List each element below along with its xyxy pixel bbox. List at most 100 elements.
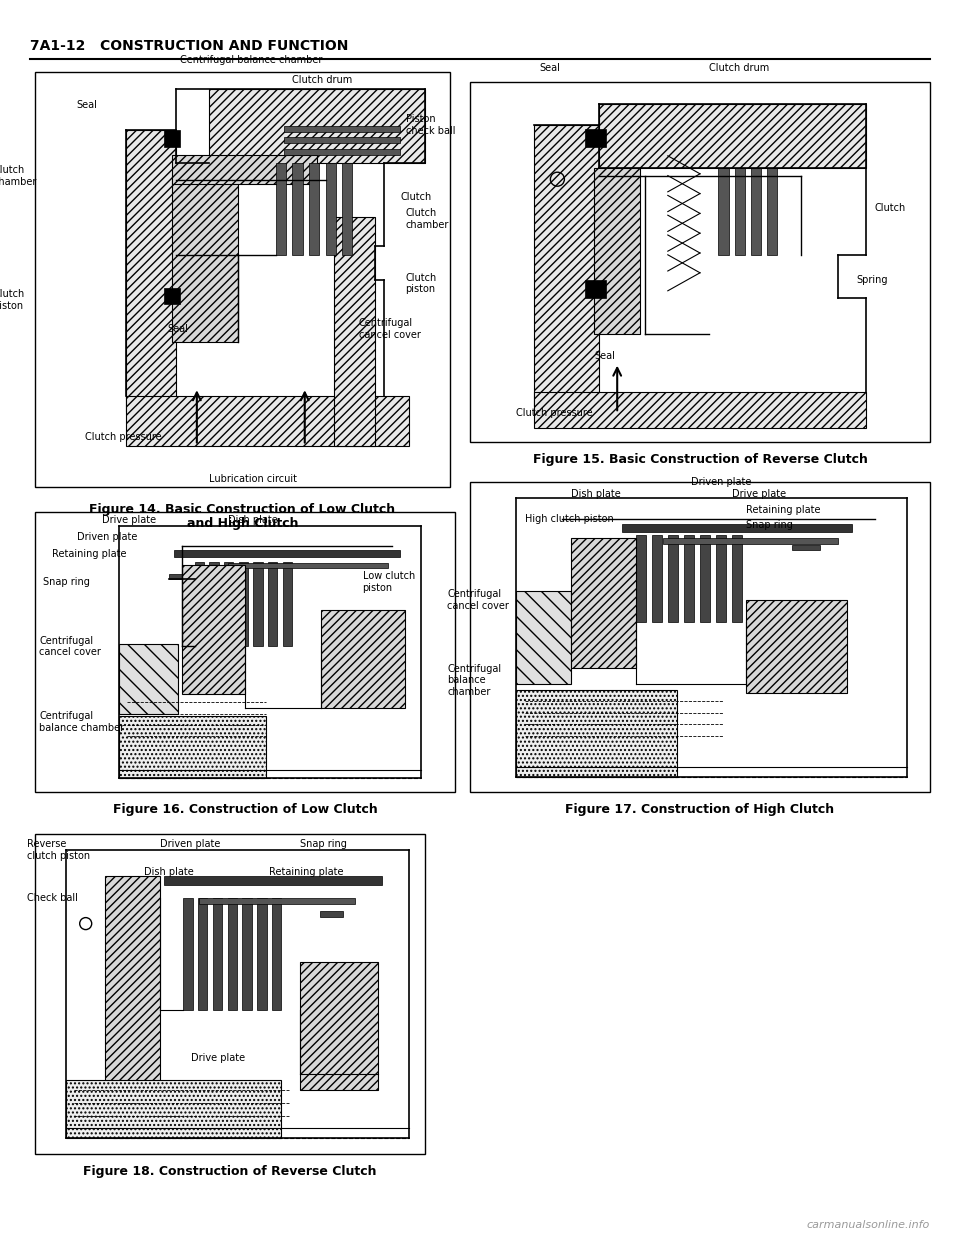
Bar <box>35 512 455 792</box>
Bar <box>127 396 409 446</box>
Text: Clutch drum: Clutch drum <box>292 76 352 86</box>
Bar <box>767 169 777 255</box>
Text: Retaining plate: Retaining plate <box>746 505 821 515</box>
Bar <box>751 169 760 255</box>
Text: Driven plate: Driven plate <box>77 533 137 543</box>
Bar <box>182 565 245 694</box>
Bar <box>195 563 204 646</box>
Bar <box>320 910 343 917</box>
Text: and High Clutch: and High Clutch <box>187 517 299 529</box>
Bar <box>716 535 726 621</box>
Text: High clutch piston: High clutch piston <box>525 514 614 524</box>
Bar <box>106 876 159 1105</box>
Bar <box>535 125 599 406</box>
Bar <box>283 563 292 646</box>
Bar <box>199 898 355 904</box>
Bar <box>183 898 193 1010</box>
Bar <box>594 169 640 334</box>
Bar <box>652 535 661 621</box>
Bar <box>668 535 678 621</box>
Text: Centrifugal
cancel cover: Centrifugal cancel cover <box>39 636 101 657</box>
Text: Dish plate: Dish plate <box>571 489 621 499</box>
Text: Figure 15. Basic Construction of Reverse Clutch: Figure 15. Basic Construction of Reverse… <box>533 453 868 467</box>
Bar <box>164 877 382 886</box>
Text: Seal: Seal <box>594 350 615 360</box>
Text: Reverse
clutch piston: Reverse clutch piston <box>27 840 90 861</box>
Bar <box>127 130 176 412</box>
Text: Centrifugal balance chamber: Centrifugal balance chamber <box>180 55 323 65</box>
Bar <box>224 563 233 646</box>
Bar <box>163 130 180 147</box>
Bar <box>663 539 838 544</box>
Text: Centrifugal
cancel cover: Centrifugal cancel cover <box>359 318 420 340</box>
Bar <box>516 689 677 776</box>
Bar <box>243 898 252 1010</box>
Text: Lubrication circuit: Lubrication circuit <box>209 473 298 483</box>
Bar <box>257 898 267 1010</box>
Text: Snap ring: Snap ring <box>746 520 793 530</box>
Text: Figure 14. Basic Construction of Low Clutch: Figure 14. Basic Construction of Low Clu… <box>89 503 396 515</box>
Bar <box>718 169 729 255</box>
Bar <box>163 288 180 304</box>
Bar <box>172 176 238 342</box>
Bar <box>174 550 400 556</box>
Bar <box>334 217 375 446</box>
Text: Driven plate: Driven plate <box>691 477 751 487</box>
Text: Centrifugal
cancel cover: Centrifugal cancel cover <box>447 589 509 611</box>
Text: Snap ring: Snap ring <box>300 838 348 848</box>
Text: Centrifugal
balance
chamber: Centrifugal balance chamber <box>447 663 501 697</box>
Bar <box>239 563 248 646</box>
Text: Driven plate: Driven plate <box>159 838 220 848</box>
Bar <box>35 72 450 487</box>
Bar <box>209 563 219 646</box>
Bar <box>571 538 636 668</box>
Bar <box>292 163 302 255</box>
Bar <box>276 163 286 255</box>
Bar <box>272 898 281 1010</box>
Bar <box>535 391 866 427</box>
Text: Figure 17. Construction of High Clutch: Figure 17. Construction of High Clutch <box>565 804 834 816</box>
Bar <box>734 169 745 255</box>
Bar <box>636 535 646 621</box>
Bar <box>284 125 400 132</box>
Bar <box>169 574 195 579</box>
Bar <box>516 590 571 683</box>
Text: Seal: Seal <box>168 324 189 334</box>
Text: Drive plate: Drive plate <box>191 1053 245 1063</box>
Text: Figure 16. Construction of Low Clutch: Figure 16. Construction of Low Clutch <box>112 804 377 816</box>
Bar <box>228 898 237 1010</box>
Bar <box>66 1081 280 1138</box>
Text: Retaining plate: Retaining plate <box>269 867 344 877</box>
Bar <box>309 163 320 255</box>
Text: Check ball: Check ball <box>27 893 78 903</box>
Bar <box>342 163 352 255</box>
Text: Piston
check ball: Piston check ball <box>406 114 455 137</box>
Bar <box>599 103 866 169</box>
Text: Clutch
chamber: Clutch chamber <box>406 207 449 230</box>
Text: Clutch
chamber: Clutch chamber <box>0 165 36 186</box>
Bar <box>35 833 425 1154</box>
Bar <box>119 643 178 714</box>
Text: Drive plate: Drive plate <box>732 489 786 499</box>
Bar <box>585 279 606 298</box>
Bar <box>732 535 742 621</box>
Bar <box>321 610 404 708</box>
Bar <box>119 717 266 777</box>
Text: Dish plate: Dish plate <box>228 515 278 525</box>
Text: Clutch drum: Clutch drum <box>709 62 770 72</box>
Text: Clutch
piston: Clutch piston <box>0 289 25 310</box>
Bar <box>284 137 400 143</box>
Bar <box>300 963 378 1090</box>
Bar <box>253 563 263 646</box>
Bar <box>228 563 388 568</box>
Text: Clutch: Clutch <box>875 202 906 212</box>
Text: Clutch: Clutch <box>400 191 431 201</box>
Bar <box>792 545 820 550</box>
Text: Low clutch
piston: Low clutch piston <box>363 571 415 592</box>
Bar <box>470 482 930 792</box>
Bar <box>213 898 222 1010</box>
Bar <box>198 898 207 1010</box>
Text: Seal: Seal <box>539 62 560 72</box>
Bar <box>700 535 710 621</box>
Text: Dish plate: Dish plate <box>144 867 194 877</box>
